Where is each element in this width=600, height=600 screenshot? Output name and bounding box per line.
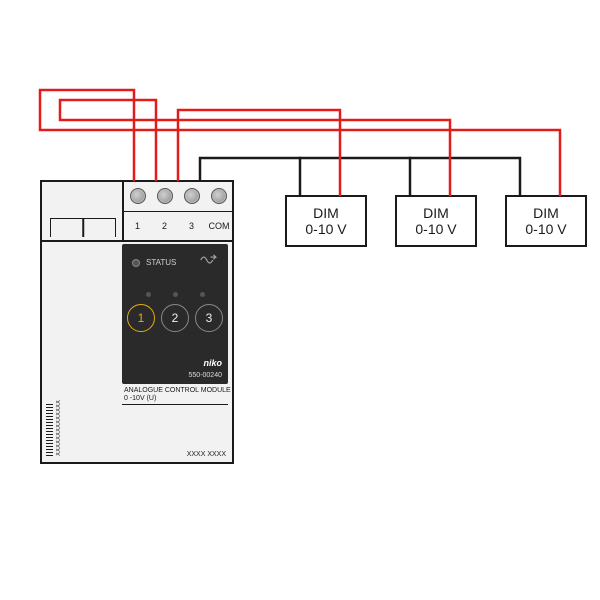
dim-box-line1: DIM <box>423 205 449 221</box>
module-din-notch <box>50 218 116 237</box>
terminal-label: COM <box>209 221 229 231</box>
footer-code: XXXX XXXX <box>187 451 226 458</box>
barcode-text: XXXXXXXXXXXXXX <box>56 400 62 456</box>
channel-button-2[interactable]: 2 <box>161 304 189 332</box>
dim-box-line2: 0-10 V <box>305 221 346 237</box>
channel-led-icon <box>200 292 205 297</box>
terminal-block: 1 2 3 COM <box>122 182 232 242</box>
module-type-line1: ANALOGUE CONTROL MODULE <box>124 387 231 394</box>
dim-box-line2: 0-10 V <box>415 221 456 237</box>
analogue-control-module: 1 2 3 COM STATUS 1 2 3 niko 550-00240 AN… <box>40 180 234 464</box>
dim-box: DIM0-10 V <box>285 195 367 247</box>
terminal-labels-row: 1 2 3 COM <box>124 212 232 241</box>
brand-label: niko <box>203 358 222 368</box>
divider <box>122 404 228 405</box>
module-left-block <box>42 182 122 242</box>
wire-black-2 <box>410 158 520 195</box>
dim-box-line1: DIM <box>313 205 339 221</box>
dim-box-line2: 0-10 V <box>525 221 566 237</box>
dim-box: DIM0-10 V <box>395 195 477 247</box>
channel-buttons: 1 2 3 <box>122 304 228 332</box>
terminal-screw-com[interactable] <box>211 188 227 204</box>
channel-leds <box>122 292 228 297</box>
terminal-screw-1[interactable] <box>130 188 146 204</box>
status-indicator: STATUS <box>132 258 176 267</box>
wave-icon <box>200 254 218 266</box>
channel-led-icon <box>146 292 151 297</box>
status-label: STATUS <box>146 258 176 267</box>
channel-button-1[interactable]: 1 <box>127 304 155 332</box>
dim-box-line1: DIM <box>533 205 559 221</box>
dim-box: DIM0-10 V <box>505 195 587 247</box>
model-label: 550-00240 <box>189 372 222 379</box>
terminal-screws-row <box>124 182 232 212</box>
terminal-screw-2[interactable] <box>157 188 173 204</box>
terminal-label: 2 <box>155 221 175 231</box>
terminal-screw-3[interactable] <box>184 188 200 204</box>
face-plate: STATUS 1 2 3 niko 550-00240 <box>122 244 228 384</box>
channel-led-icon <box>173 292 178 297</box>
module-type-label: ANALOGUE CONTROL MODULE 0 -10V (U) <box>124 387 231 402</box>
terminal-label: 1 <box>128 221 148 231</box>
barcode-icon <box>46 402 53 456</box>
channel-button-3[interactable]: 3 <box>195 304 223 332</box>
wire-black-1 <box>300 158 410 195</box>
status-led-icon <box>132 259 140 267</box>
terminal-label: 3 <box>182 221 202 231</box>
module-type-line2: 0 -10V (U) <box>124 395 156 402</box>
